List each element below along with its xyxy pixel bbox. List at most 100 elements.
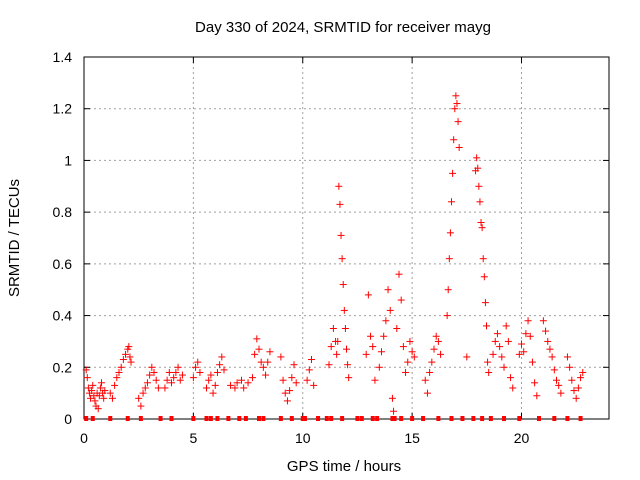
zero-value-marker [537,416,541,421]
zero-value-marker [300,416,305,421]
x-tick-label: 10 [295,430,311,446]
data-point [443,312,451,320]
data-point [480,273,488,281]
data-point [325,361,333,369]
data-point [117,363,125,371]
data-point [189,374,197,382]
zero-value-marker [375,416,380,421]
data-point [428,358,436,366]
data-point [553,376,560,384]
data-point [449,169,457,177]
data-point [139,389,147,397]
data-point [286,387,294,395]
zero-value-marker [329,416,334,421]
data-point [526,332,534,340]
data-point [463,353,471,361]
data-point [135,394,143,402]
data-point [522,330,530,338]
data-point [343,345,350,353]
data-point [477,218,485,226]
data-point [340,306,348,314]
data-point [178,371,186,379]
data-point [150,368,158,376]
data-point [367,332,375,340]
zero-value-marker [302,416,307,421]
data-point [176,376,184,384]
data-point [194,358,202,366]
plot-frame [83,56,610,420]
zero-value-marker [243,416,248,421]
data-point [544,337,552,345]
zero-value-marker [480,416,485,421]
data-point [143,379,151,387]
data-point [408,348,416,356]
data-point [445,255,453,263]
zero-value-marker [215,416,220,421]
data-point [253,335,261,343]
zero-value-marker [578,416,583,421]
x-tick-label: 15 [404,430,420,446]
zero-value-marker [237,416,242,421]
data-point [334,337,342,345]
data-point [255,345,263,353]
zero-value-marker [502,416,506,421]
axis-ticks: 0 5 10 15 20 0 0.2 0.4 0.6 0.8 1 1.2 1.4 [53,49,609,446]
zero-value-marker [191,416,196,421]
data-point [421,376,429,384]
data-point [453,100,461,108]
x-tick-label: 0 [80,430,88,446]
data-point [165,368,173,376]
x-tick-label: 5 [189,430,197,446]
data-point [402,368,410,376]
data-point [339,281,347,289]
data-point [390,407,398,415]
data-point [148,363,156,371]
data-point [528,358,536,366]
data-point [248,374,256,382]
data-point [108,394,116,402]
data-point [362,350,370,358]
zero-value-marker [158,416,163,421]
data-point [111,381,119,389]
zero-value-marker [410,416,415,421]
data-point [327,343,335,351]
data-point [211,381,219,389]
zero-value-marker [471,416,476,421]
data-point [454,118,462,126]
data-point [205,376,213,384]
data-point [305,366,313,374]
data-point [344,361,352,369]
zero-value-marker [261,416,266,421]
y-tick-label: 1 [64,152,72,168]
data-point [369,343,377,351]
data-point [336,200,344,208]
data-point [520,348,528,356]
data-point [83,374,91,382]
data-point [88,387,96,395]
grid-lines [84,57,609,419]
zero-value-marker [204,416,209,421]
zero-value-marker [390,416,395,421]
data-point [152,376,160,384]
data-point [434,337,442,345]
data-point [338,255,346,263]
data-point [233,379,241,387]
data-point [397,296,405,304]
data-point [386,306,394,314]
data-point [227,381,235,389]
data-point [122,350,130,358]
data-point [518,340,525,348]
data-point [203,384,210,392]
data-point [432,332,440,340]
data-point [174,363,182,371]
data-point [281,389,289,397]
data-point [574,384,582,392]
data-point [292,379,300,387]
zero-value-marker [449,416,454,421]
data-point [563,353,571,361]
data-point [478,224,486,232]
y-tick-label: 0.4 [53,308,73,324]
data-point [491,337,499,345]
data-point [474,164,482,172]
